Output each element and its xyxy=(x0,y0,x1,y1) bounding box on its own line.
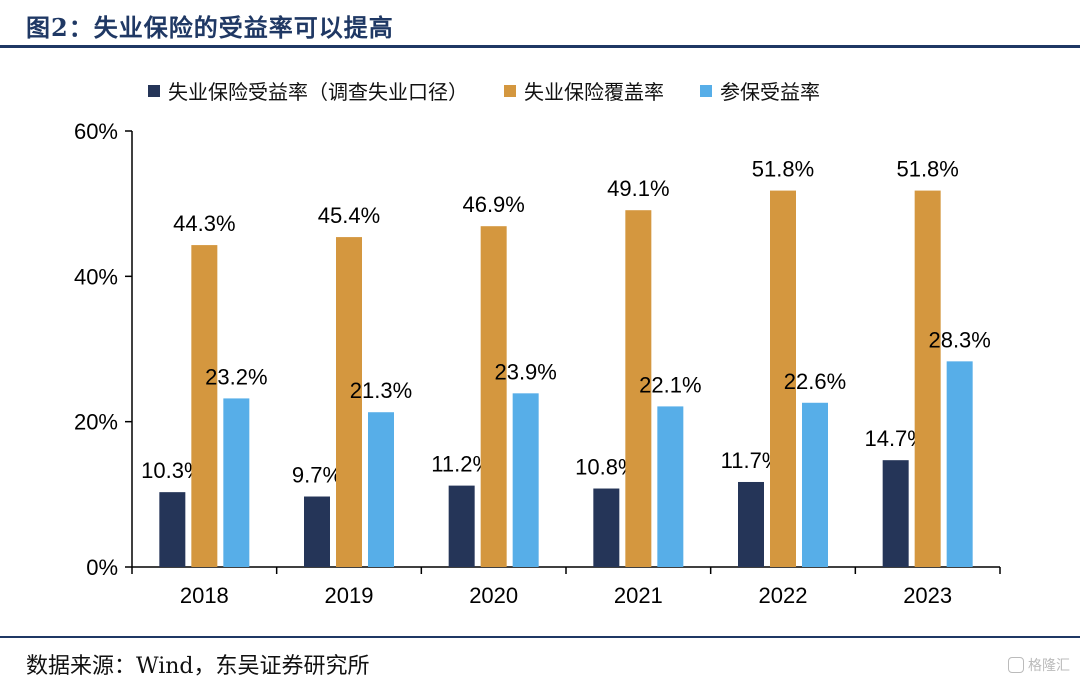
legend-item-series-1: 失业保险受益率（调查失业口径） xyxy=(148,76,468,105)
data-label-series-1: 9.7% xyxy=(292,463,342,488)
y-tick-label: 60% xyxy=(74,119,118,144)
watermark-logo-icon xyxy=(1008,657,1024,673)
watermark: 格隆汇 xyxy=(1008,655,1070,675)
y-tick-label: 0% xyxy=(86,555,118,580)
x-tick-label: 2018 xyxy=(180,583,229,608)
data-label-series-3: 23.9% xyxy=(494,359,556,384)
legend-swatch-series-2 xyxy=(504,84,516,97)
data-label-series-3: 28.3% xyxy=(928,327,990,352)
data-label-series-2: 44.3% xyxy=(173,211,235,236)
bar-series-1 xyxy=(738,481,764,567)
bar-series-1 xyxy=(304,496,330,567)
x-tick-label: 2023 xyxy=(903,583,952,608)
legend-label-series-3: 参保受益率 xyxy=(720,80,820,104)
legend-item-series-3: 参保受益率 xyxy=(700,76,820,105)
x-tick-label: 2019 xyxy=(325,583,374,608)
data-label-series-3: 23.2% xyxy=(205,364,267,389)
top-rule xyxy=(0,45,1080,48)
data-label-series-2: 49.1% xyxy=(607,176,669,201)
bar-series-2 xyxy=(770,190,796,567)
data-label-series-3: 22.6% xyxy=(784,369,846,394)
y-tick-label: 40% xyxy=(74,264,118,289)
x-tick-label: 2020 xyxy=(469,583,518,608)
bar-series-1 xyxy=(882,460,909,567)
data-label-series-3: 22.1% xyxy=(639,372,701,397)
legend-label-series-2: 失业保险覆盖率 xyxy=(524,80,664,104)
y-tick-label: 20% xyxy=(74,410,118,435)
x-tick-label: 2021 xyxy=(614,583,663,608)
bar-series-2 xyxy=(480,226,507,567)
source-note: 数据来源：Wind，东吴证券研究所 xyxy=(26,654,370,679)
bar-series-2 xyxy=(914,190,941,567)
data-label-series-3: 21.3% xyxy=(350,378,412,403)
bar-series-3 xyxy=(223,398,250,567)
bar-series-3 xyxy=(946,361,973,567)
bar-series-2 xyxy=(191,245,218,567)
chart-legend: 失业保险受益率（调查失业口径） 失业保险覆盖率 参保受益率 xyxy=(148,76,820,105)
legend-item-series-2: 失业保险覆盖率 xyxy=(504,76,664,105)
watermark-text: 格隆汇 xyxy=(1028,658,1070,674)
bar-series-1 xyxy=(159,492,186,567)
bar-series-1 xyxy=(448,485,475,567)
legend-swatch-series-3 xyxy=(700,84,712,97)
figure-title: 图2：失业保险的受益率可以提高 xyxy=(26,13,394,42)
data-label-series-2: 51.8% xyxy=(896,157,958,182)
bottom-rule xyxy=(0,636,1080,638)
bar-series-2 xyxy=(336,237,362,568)
bar-series-1 xyxy=(593,488,620,567)
data-label-series-2: 45.4% xyxy=(318,203,380,228)
data-label-series-2: 46.9% xyxy=(462,192,524,217)
bar-series-3 xyxy=(368,412,394,567)
bar-series-2 xyxy=(625,210,652,567)
legend-label-series-1: 失业保险受益率（调查失业口径） xyxy=(168,80,468,104)
bar-series-3 xyxy=(802,402,828,567)
bar-series-3 xyxy=(657,406,684,567)
bar-series-3 xyxy=(512,393,539,567)
bar-chart: 0%20%40%60%201810.3%44.3%23.2%20199.7%45… xyxy=(74,119,1001,608)
legend-swatch-series-1 xyxy=(148,84,160,97)
data-label-series-2: 51.8% xyxy=(752,157,814,182)
x-tick-label: 2022 xyxy=(759,583,808,608)
